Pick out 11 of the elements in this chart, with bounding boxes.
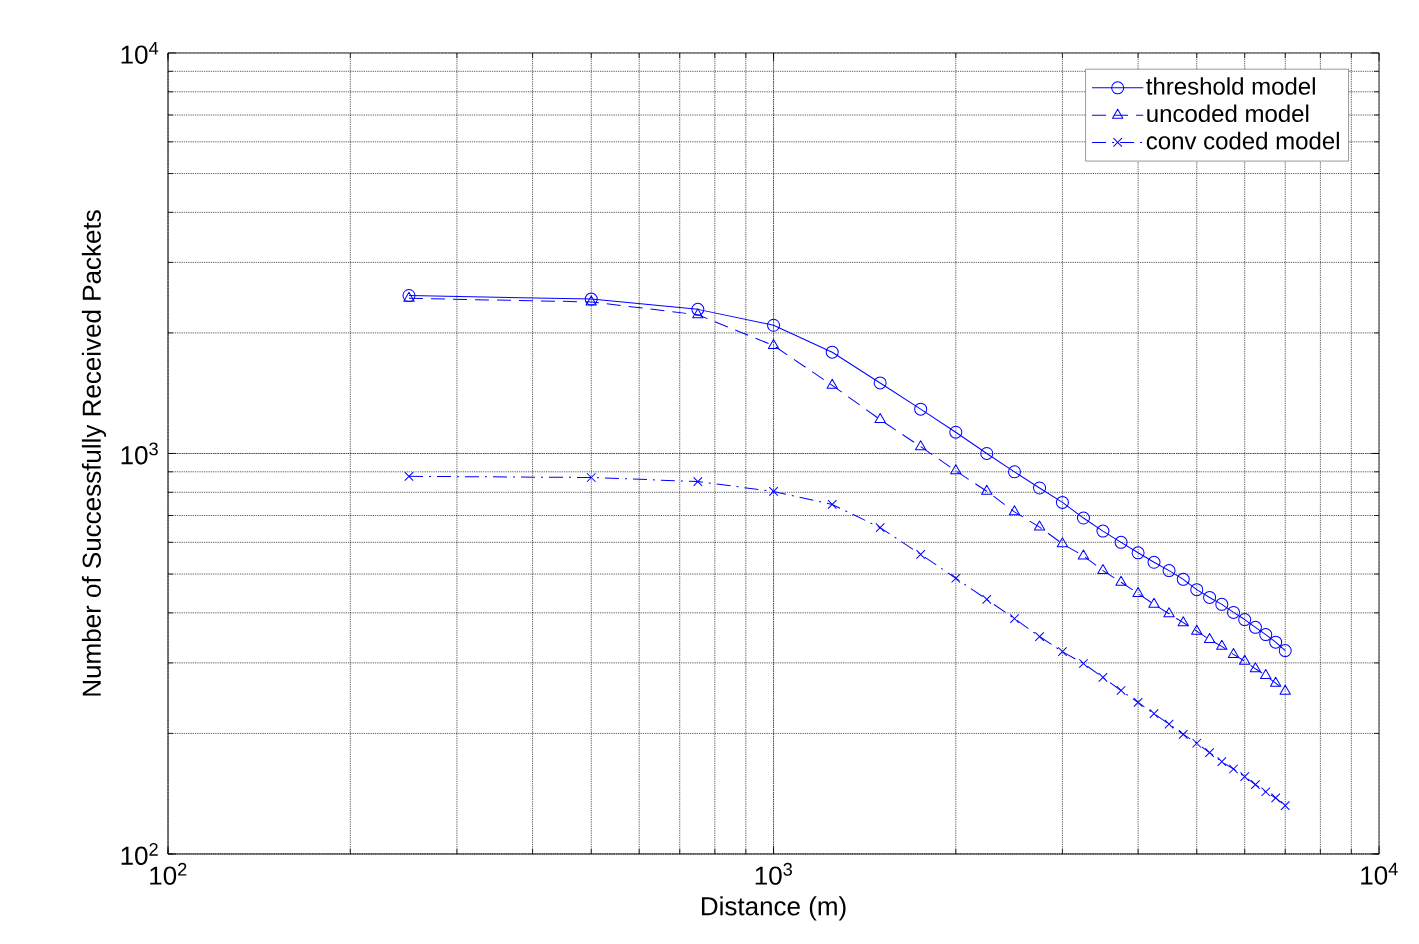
y-axis-title: Number of Successfully Received Packets (81, 210, 107, 696)
y-tick-label: 10$^{3}$ (121, 442, 158, 465)
x-axis-title: Distance (m) (701, 896, 846, 921)
x-tick-label: 10$^{4}$ (1361, 862, 1398, 885)
legend-label: conv coded model (1146, 131, 1339, 150)
legend-label: uncoded model (1147, 104, 1309, 123)
legend-label: threshold model (1146, 77, 1315, 95)
x-tick-label: 10$^{2}$ (150, 862, 187, 885)
y-tick-label: 10$^{2}$ (121, 842, 158, 865)
x-tick-label: 10$^{3}$ (755, 862, 792, 885)
y-tick-label: 10$^{4}$ (121, 42, 159, 64)
